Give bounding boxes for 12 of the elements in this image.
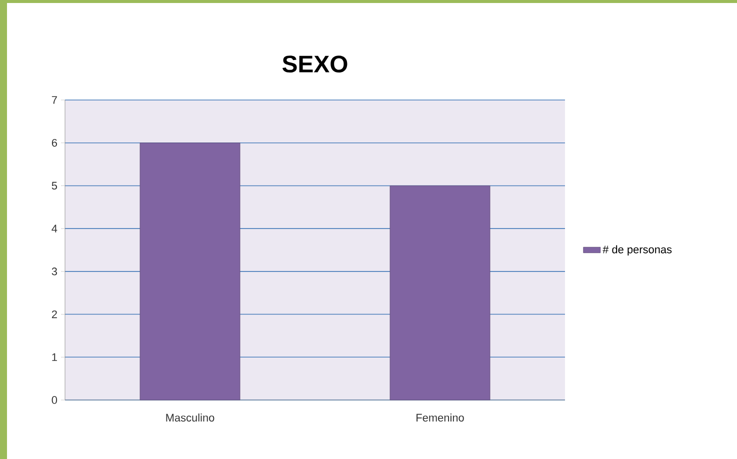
y-tick-label: 2	[52, 310, 57, 318]
y-tick-label: 3	[52, 268, 57, 276]
y-tick-label: 7	[52, 96, 57, 104]
y-tick-label: 4	[52, 224, 58, 232]
y-tick-label: 0	[52, 396, 58, 404]
y-tick-label: 6	[52, 138, 57, 147]
chart-title: SEXO	[282, 56, 348, 72]
y-tick-label: 1	[52, 353, 57, 361]
x-tick-label: Masculino	[166, 414, 214, 422]
x-tick-label: Femenino	[416, 414, 464, 422]
legend-label: # de personas	[602, 245, 672, 256]
y-tick-label: 5	[52, 182, 58, 190]
